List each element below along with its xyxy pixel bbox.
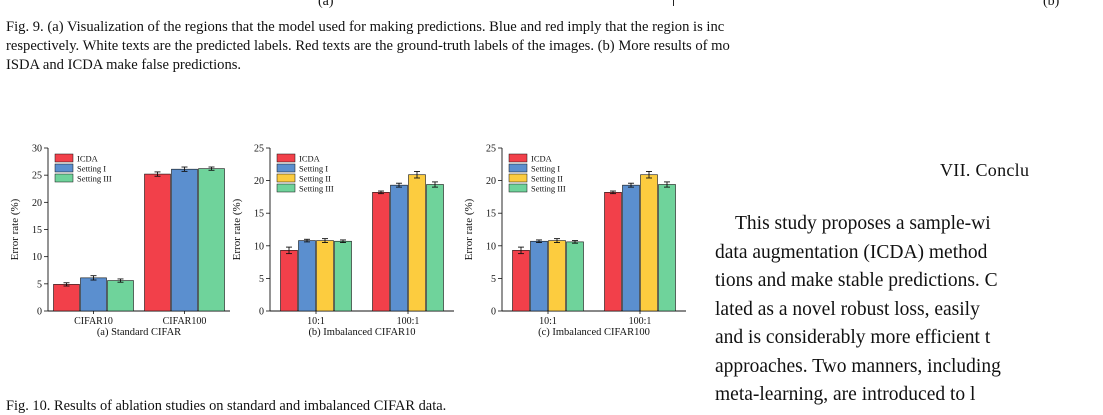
y-tick-label: 20 — [486, 176, 496, 187]
fig9-subfigure-a-label: (a) — [318, 0, 334, 9]
bar — [334, 240, 352, 312]
y-tick-label: 0 — [491, 307, 496, 318]
y-tick-label: 5 — [259, 274, 264, 285]
bar — [144, 173, 171, 312]
y-tick-label: 15 — [486, 209, 496, 220]
fig9-caption: Fig. 9. (a) Visualization of the regions… — [6, 18, 1103, 75]
bar — [198, 168, 225, 312]
fig9-caption-line: ISDA and ICDA make false predictions. — [6, 57, 242, 73]
x-tick-label: 10:1 — [539, 316, 557, 327]
y-axis-label: Error rate (%) — [9, 198, 21, 260]
legend-swatch — [54, 173, 74, 183]
chart-subtitle: (a) Standard CIFAR — [97, 327, 181, 338]
y-tick-label: 10 — [486, 241, 496, 252]
chart-standard-cifar: Error rate (%) 0 5 10 15 20 25 30 CIFAR10 CIFAR10… — [9, 144, 230, 338]
bar — [298, 240, 316, 312]
legend-swatch — [276, 163, 296, 173]
x-tick-label: 100:1 — [629, 316, 652, 327]
legend-swatch — [508, 183, 528, 193]
chart-imbalanced-cifar10: Error rate (%) 0 5 10 15 20 25 10:1 100:1(b) Imb… — [231, 144, 454, 338]
bar — [604, 192, 622, 312]
y-axis-label: Error rate (%) — [463, 198, 475, 260]
bar — [530, 240, 548, 312]
x-tick-label: 100:1 — [397, 316, 420, 327]
y-axis-label: Error rate (%) — [231, 198, 243, 260]
legend-label: Setting I — [77, 164, 106, 174]
chart-subtitle: (b) Imbalanced CIFAR10 — [308, 327, 415, 338]
body-line: approaches. Two manners, including — [715, 355, 1001, 377]
legend-swatch — [276, 183, 296, 193]
legend-label: Setting III — [531, 184, 566, 194]
fig10-caption: Fig. 10. Results of ablation studies on … — [6, 398, 447, 414]
legend-label: ICDA — [531, 154, 553, 164]
y-tick-label: 30 — [32, 144, 42, 155]
body-line: This study proposes a sample-wi — [735, 213, 991, 234]
bar — [426, 184, 444, 312]
legend-swatch — [54, 163, 74, 173]
section-heading: VII. Conclu — [940, 160, 1030, 180]
legend-swatch — [276, 173, 296, 183]
y-tick-label: 25 — [32, 171, 42, 182]
bar — [80, 277, 107, 312]
bar — [548, 240, 566, 312]
body-line: lated as a novel robust loss, easily — [715, 298, 980, 320]
fig9-divider — [673, 0, 674, 6]
legend-label: ICDA — [77, 154, 99, 164]
y-tick-label: 0 — [37, 307, 42, 318]
y-tick-label: 10 — [32, 252, 42, 263]
y-tick-label: 20 — [254, 176, 264, 187]
bar — [53, 284, 80, 312]
bar — [372, 192, 390, 312]
bar — [640, 174, 658, 312]
bar — [280, 250, 298, 312]
body-line: and is considerably more efficient t — [715, 327, 991, 348]
legend-label: Setting I — [531, 164, 560, 174]
fig9-caption-line: respectively. White texts are the predic… — [6, 38, 730, 54]
chart-subtitle: (c) Imbalanced CIFAR100 — [538, 327, 650, 338]
y-tick-label: 25 — [486, 144, 496, 155]
fig9-caption-line: Fig. 9. (a) Visualization of the regions… — [6, 19, 725, 35]
legend-label: ICDA — [299, 154, 321, 164]
legend-label: Setting I — [299, 164, 328, 174]
legend-swatch — [508, 173, 528, 183]
bar — [408, 174, 426, 312]
x-tick-label: CIFAR10 — [74, 316, 113, 327]
x-tick-label: 10:1 — [307, 316, 325, 327]
bar — [107, 280, 134, 312]
y-tick-label: 0 — [259, 307, 264, 318]
body-line: tions and make stable predictions. C — [715, 270, 998, 291]
y-tick-label: 10 — [254, 241, 264, 252]
y-tick-label: 5 — [491, 274, 496, 285]
body-paragraph: This study proposes a sample-wi data aug… — [715, 210, 1001, 410]
bar — [566, 241, 584, 312]
bar — [316, 240, 334, 312]
bar — [622, 184, 640, 312]
bar — [512, 250, 530, 312]
y-tick-label: 15 — [254, 209, 264, 220]
y-tick-label: 20 — [32, 198, 42, 209]
body-line: meta-learning, are introduced to l — [715, 384, 976, 405]
bar — [658, 184, 676, 312]
body-line: data augmentation (ICDA) method — [715, 241, 988, 263]
y-tick-label: 25 — [254, 144, 264, 155]
legend-label: Setting II — [299, 174, 331, 184]
y-tick-label: 15 — [32, 225, 42, 236]
legend-label: Setting III — [77, 174, 112, 184]
legend-swatch — [54, 153, 74, 163]
legend-swatch — [508, 153, 528, 163]
bar — [171, 168, 198, 312]
bar — [390, 184, 408, 312]
legend-swatch — [508, 163, 528, 173]
y-tick-label: 5 — [37, 279, 42, 290]
chart-imbalanced-cifar100: Error rate (%) 0 5 10 15 20 25 10:1 100:1(c) Imb… — [463, 144, 686, 338]
fig9-subfigure-b-label: (b) — [1043, 0, 1060, 9]
legend-label: Setting III — [299, 184, 334, 194]
x-tick-label: CIFAR100 — [163, 316, 207, 327]
legend-label: Setting II — [531, 174, 563, 184]
legend-swatch — [276, 153, 296, 163]
